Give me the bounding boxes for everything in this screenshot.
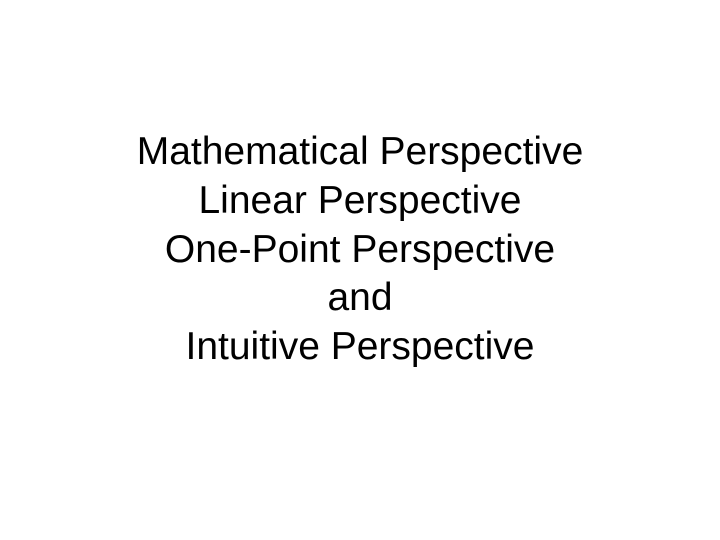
title-line-3: One-Point Perspective — [137, 226, 584, 275]
slide-title-block: Mathematical Perspective Linear Perspect… — [137, 128, 584, 412]
title-line-5: Intuitive Perspective — [137, 323, 584, 372]
title-line-1: Mathematical Perspective — [137, 128, 584, 177]
title-line-2: Linear Perspective — [137, 177, 584, 226]
title-line-4: and — [137, 274, 584, 323]
